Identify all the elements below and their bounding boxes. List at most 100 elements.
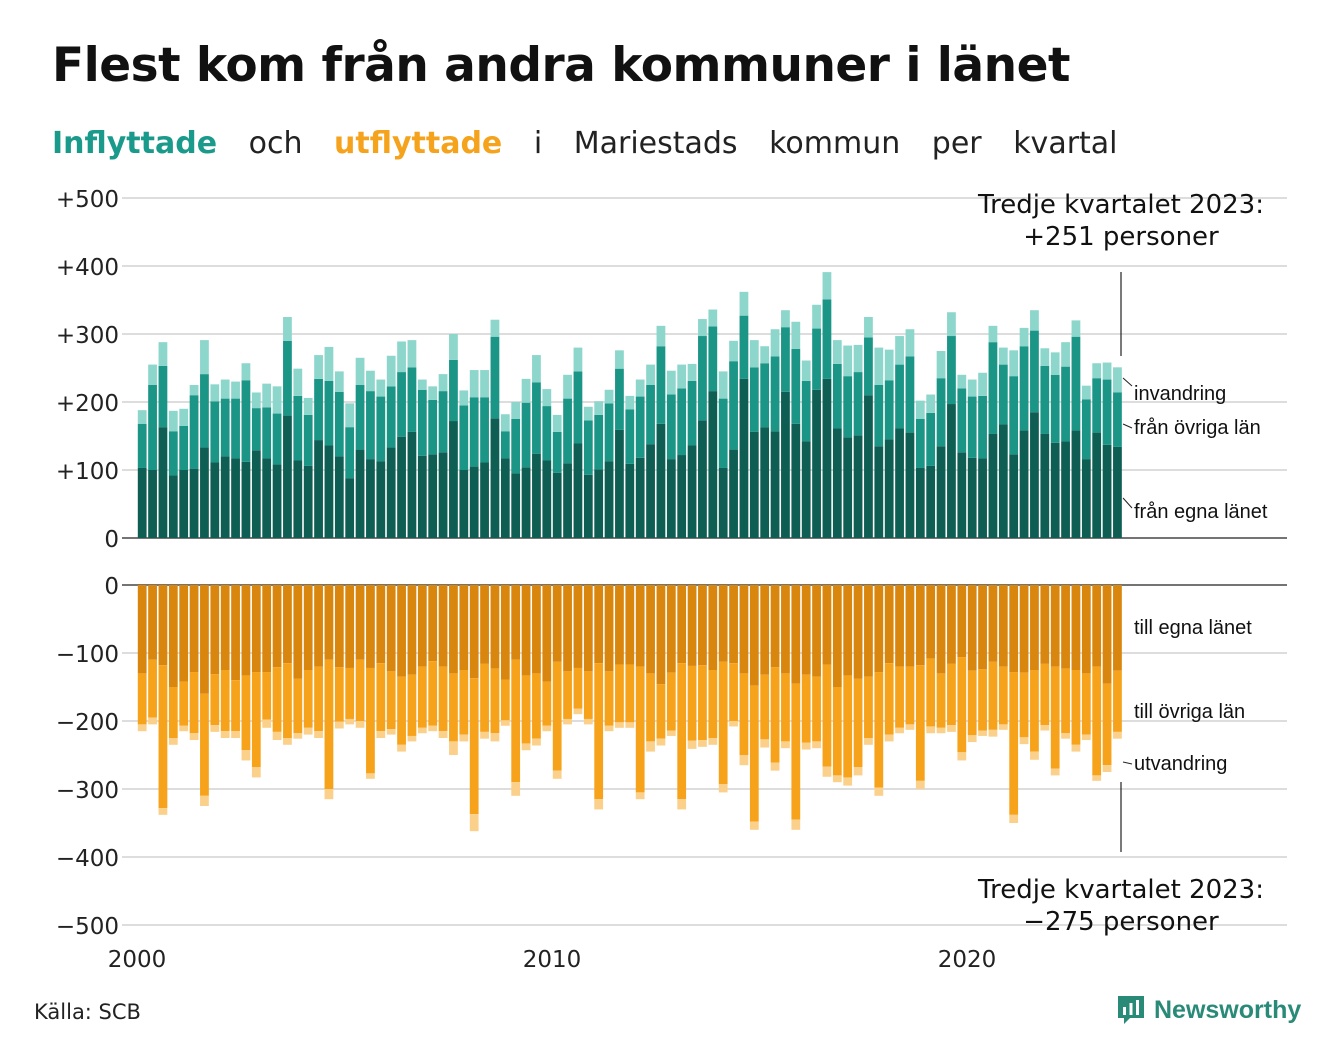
bar-out-own-county — [179, 585, 189, 682]
y-tick-label-top: +200 — [56, 391, 119, 417]
bar-in-immigration — [241, 363, 251, 381]
y-tick-label-top: +400 — [56, 255, 119, 281]
bar-out-emigration — [843, 777, 853, 786]
bar-out-own-county — [521, 585, 531, 676]
bar-out-other-counties — [926, 658, 936, 727]
bar-out-other-counties — [397, 676, 406, 745]
bar-in-other-counties — [1081, 399, 1091, 460]
bar-in-other-counties — [272, 413, 282, 465]
bar-out-emigration — [1092, 775, 1102, 781]
bar-out-other-counties — [490, 668, 500, 734]
bar-in-own-county — [241, 461, 251, 538]
bar-in-own-county — [1081, 459, 1091, 538]
bar-in-other-counties — [708, 326, 718, 392]
bar-in-other-counties — [293, 395, 303, 461]
bar-out-other-counties — [1061, 668, 1070, 734]
bar-out-other-counties — [283, 663, 292, 738]
bar-in-other-counties — [967, 396, 977, 458]
bar-in-own-county — [698, 420, 707, 538]
leader-line — [1122, 423, 1133, 429]
bar-out-emigration — [957, 752, 967, 761]
bar-out-own-county — [355, 585, 365, 660]
bar-in-own-county — [926, 465, 936, 538]
bar-out-emigration — [314, 731, 323, 738]
bar-out-other-counties — [791, 683, 801, 820]
bar-out-other-counties — [729, 663, 738, 721]
bar-out-emigration — [480, 731, 489, 739]
bar-in-other-counties — [874, 385, 884, 447]
bar-out-other-counties — [1009, 672, 1019, 815]
bar-in-other-counties — [397, 372, 406, 437]
bar-out-other-counties — [449, 673, 458, 742]
bar-out-own-county — [884, 585, 894, 664]
bar-out-own-county — [231, 585, 240, 681]
bar-in-immigration — [459, 390, 469, 406]
bar-out-own-county — [1092, 585, 1102, 667]
bar-out-own-county — [511, 585, 521, 660]
bar-in-own-county — [168, 475, 178, 538]
bar-out-other-counties — [220, 670, 230, 732]
bar-in-immigration — [749, 340, 759, 368]
bar-in-own-county — [1071, 430, 1081, 538]
bar-out-emigration — [770, 762, 780, 771]
bar-out-emigration — [947, 725, 956, 732]
bar-out-own-county — [915, 585, 925, 666]
bar-out-own-county — [376, 585, 386, 664]
bar-in-immigration — [718, 371, 728, 399]
bar-in-immigration — [542, 389, 552, 407]
bar-in-other-counties — [729, 361, 738, 450]
bar-in-other-counties — [832, 363, 842, 429]
bar-in-other-counties — [1040, 365, 1050, 434]
bar-in-other-counties — [251, 408, 261, 451]
bar-out-own-county — [137, 585, 147, 674]
bar-out-own-county — [449, 585, 458, 674]
bar-out-own-county — [749, 585, 759, 686]
bar-in-immigration — [729, 340, 738, 362]
bar-in-immigration — [998, 347, 1008, 365]
bar-in-other-counties — [666, 394, 676, 460]
y-tick-label-top: +500 — [56, 187, 119, 213]
bar-in-own-county — [324, 445, 334, 538]
bar-out-emigration — [417, 727, 427, 734]
y-tick-label-bottom: −100 — [56, 642, 119, 668]
bar-out-emigration — [231, 731, 240, 738]
bar-in-other-counties — [1009, 376, 1019, 455]
bar-in-own-county — [915, 467, 925, 538]
bar-in-immigration — [469, 370, 479, 398]
subtitle-word-och: och — [248, 126, 303, 161]
bar-out-own-county — [1061, 585, 1070, 669]
bar-out-other-counties — [1092, 666, 1102, 776]
x-tick-label: 2010 — [523, 947, 582, 973]
bar-in-other-counties — [677, 388, 687, 456]
bar-out-emigration — [563, 718, 572, 725]
bar-in-other-counties — [179, 425, 189, 470]
bar-in-other-counties — [573, 371, 583, 444]
bar-out-own-county — [345, 585, 355, 668]
bar-in-immigration — [988, 325, 998, 343]
bar-out-emigration — [1113, 731, 1122, 739]
bar-out-other-counties — [978, 669, 987, 731]
bar-out-other-counties — [1113, 670, 1122, 732]
bar-out-own-county — [438, 585, 448, 667]
bar-out-other-counties — [947, 663, 956, 726]
bar-out-other-counties — [843, 675, 853, 778]
bar-out-own-county — [1113, 585, 1122, 671]
bar-out-own-county — [241, 585, 251, 676]
bar-out-own-county — [490, 585, 500, 669]
bar-in-immigration — [386, 355, 396, 387]
bar-in-other-counties — [843, 376, 853, 438]
y-tick-label-top: +100 — [56, 459, 119, 485]
bar-in-other-counties — [583, 420, 593, 475]
bar-out-emigration — [625, 722, 635, 728]
bar-in-own-county — [812, 389, 821, 538]
bar-in-other-counties — [988, 342, 998, 434]
bar-in-other-counties — [231, 398, 240, 459]
bar-in-own-county — [480, 462, 489, 538]
bar-out-other-counties — [698, 665, 707, 741]
bar-out-own-county — [200, 585, 209, 694]
bar-in-other-counties — [324, 380, 334, 446]
bar-out-emigration — [511, 782, 521, 796]
bar-out-other-counties — [563, 671, 572, 719]
bar-out-emigration — [884, 734, 894, 742]
y-tick-label-top: +300 — [56, 323, 119, 349]
